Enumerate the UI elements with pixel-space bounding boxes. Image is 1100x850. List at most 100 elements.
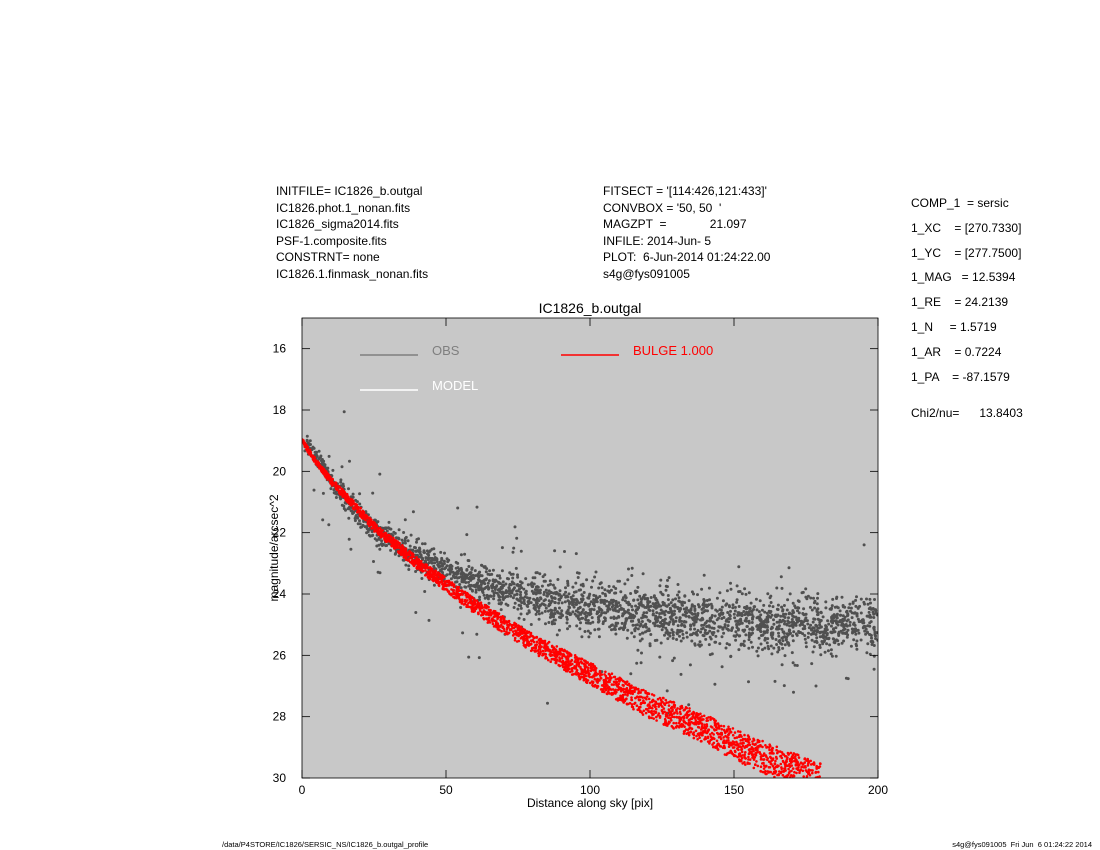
bulge-point [634, 696, 637, 700]
bulge-point [505, 626, 509, 629]
param-line: 1_AR = 0.7224 [911, 344, 1002, 359]
obs-point [785, 635, 789, 639]
bulge-point [684, 728, 688, 731]
bulge-point [449, 592, 453, 596]
obs-point [794, 623, 798, 627]
bulge-point [590, 675, 594, 679]
bulge-point [777, 773, 781, 776]
obs-point [710, 606, 714, 610]
obs-point [484, 570, 488, 574]
bulge-point [664, 713, 668, 716]
obs-point [500, 546, 504, 550]
obs-point [796, 609, 799, 613]
bulge-point [487, 616, 490, 620]
bulge-point [715, 746, 719, 749]
obs-point [849, 644, 853, 648]
obs-point [597, 586, 601, 590]
bulge-point [615, 680, 619, 684]
obs-point [651, 612, 655, 616]
bulge-point [575, 663, 579, 667]
bulge-point [577, 672, 580, 675]
bulge-point [353, 502, 356, 506]
bulge-point [528, 642, 531, 646]
obs-point [660, 628, 664, 632]
obs-point [788, 632, 791, 636]
obs-point [731, 603, 735, 607]
bulge-point [741, 762, 744, 765]
bulge-point [736, 730, 740, 733]
obs-point [485, 567, 489, 571]
obs-point [655, 604, 659, 608]
bulge-point [771, 772, 775, 776]
obs-point [435, 560, 439, 564]
obs-point [584, 614, 588, 618]
bulge-point [505, 621, 509, 624]
bulge-point [779, 762, 783, 766]
obs-point [384, 527, 388, 531]
bulge-point [676, 712, 679, 715]
obs-point [460, 568, 463, 572]
obs-point [499, 585, 503, 589]
obs-point [418, 550, 422, 554]
bulge-point [794, 755, 797, 758]
obs-point [466, 573, 469, 577]
obs-point [425, 549, 429, 553]
bulge-point [625, 680, 629, 683]
bulge-point [739, 733, 742, 737]
obs-point [693, 612, 697, 616]
obs-point [728, 643, 731, 647]
obs-point [535, 603, 539, 607]
obs-point [654, 614, 658, 618]
bulge-point [662, 723, 666, 726]
obs-point [572, 590, 576, 594]
header-line: MAGZPT = 21.097 [603, 217, 747, 232]
bulge-point [380, 530, 384, 533]
obs-point [557, 597, 561, 601]
obs-point [773, 614, 777, 618]
bulge-point [788, 776, 792, 778]
obs-point [586, 611, 590, 615]
obs-point [621, 607, 625, 611]
obs-point [474, 574, 478, 578]
bulge-point [741, 742, 744, 745]
obs-point [874, 611, 878, 615]
obs-point [664, 588, 668, 592]
header-line: CONVBOX = '50, 50 ' [603, 200, 722, 215]
obs-point [563, 550, 566, 553]
obs-point [769, 594, 773, 598]
bulge-point [727, 725, 730, 729]
obs-point [593, 628, 597, 632]
obs-point [843, 615, 847, 619]
bulge-point [704, 729, 707, 733]
bulge-point [675, 721, 678, 725]
obs-point [872, 628, 876, 631]
bulge-point [610, 683, 614, 686]
obs-point [655, 598, 659, 602]
obs-point [783, 616, 787, 619]
obs-point [780, 586, 784, 590]
bulge-point [608, 675, 612, 679]
header-line: PSF-1.composite.fits [276, 233, 387, 248]
obs-point [560, 601, 564, 605]
obs-point [440, 564, 444, 568]
obs-point [872, 612, 876, 616]
obs-point [587, 604, 591, 608]
obs-point [640, 616, 644, 620]
obs-point [830, 604, 834, 608]
bulge-point [549, 651, 553, 654]
obs-point [553, 586, 557, 590]
bulge-point [722, 736, 725, 739]
bulge-point [563, 661, 567, 665]
bulge-point [416, 561, 419, 564]
obs-point [763, 631, 767, 635]
obs-point [549, 595, 553, 598]
bulge-point [443, 588, 446, 591]
obs-point [414, 546, 417, 550]
bulge-point [427, 576, 430, 580]
obs-point [791, 610, 795, 614]
obs-point [629, 619, 633, 623]
bulge-point [313, 460, 316, 463]
obs-point [533, 608, 537, 611]
bulge-point [676, 707, 679, 710]
obs-point [615, 609, 619, 613]
